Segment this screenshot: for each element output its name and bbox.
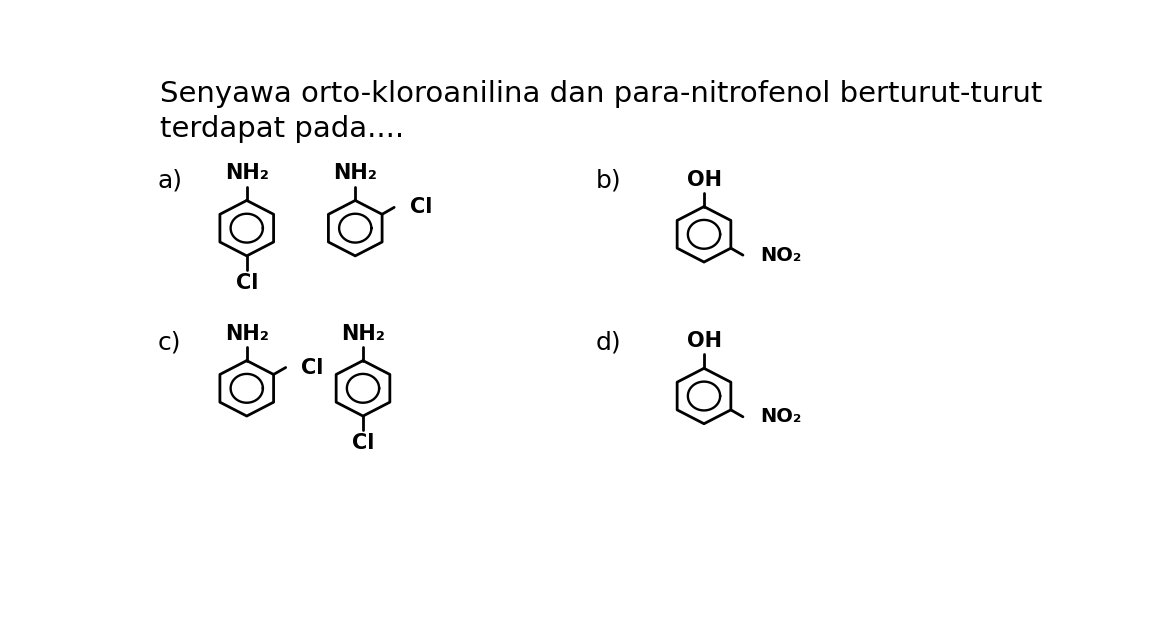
Text: NH₂: NH₂ <box>224 324 269 344</box>
Text: a): a) <box>158 169 182 193</box>
Text: OH: OH <box>687 331 722 352</box>
Text: NH₂: NH₂ <box>341 324 385 344</box>
Text: Cl: Cl <box>301 358 324 378</box>
Text: NH₂: NH₂ <box>333 164 377 184</box>
Text: terdapat pada....: terdapat pada.... <box>160 115 404 143</box>
Text: b): b) <box>596 169 621 193</box>
Text: OH: OH <box>687 170 722 190</box>
Text: Cl: Cl <box>352 433 374 453</box>
Text: c): c) <box>158 331 181 355</box>
Text: NH₂: NH₂ <box>224 164 269 184</box>
Text: d): d) <box>596 331 621 355</box>
Text: Cl: Cl <box>410 197 432 218</box>
Text: Cl: Cl <box>236 273 258 293</box>
Text: Senyawa orto-kloroanilina dan para-nitrofenol berturut-turut: Senyawa orto-kloroanilina dan para-nitro… <box>160 80 1042 108</box>
Text: NO₂: NO₂ <box>760 245 801 265</box>
Text: NO₂: NO₂ <box>760 407 801 426</box>
